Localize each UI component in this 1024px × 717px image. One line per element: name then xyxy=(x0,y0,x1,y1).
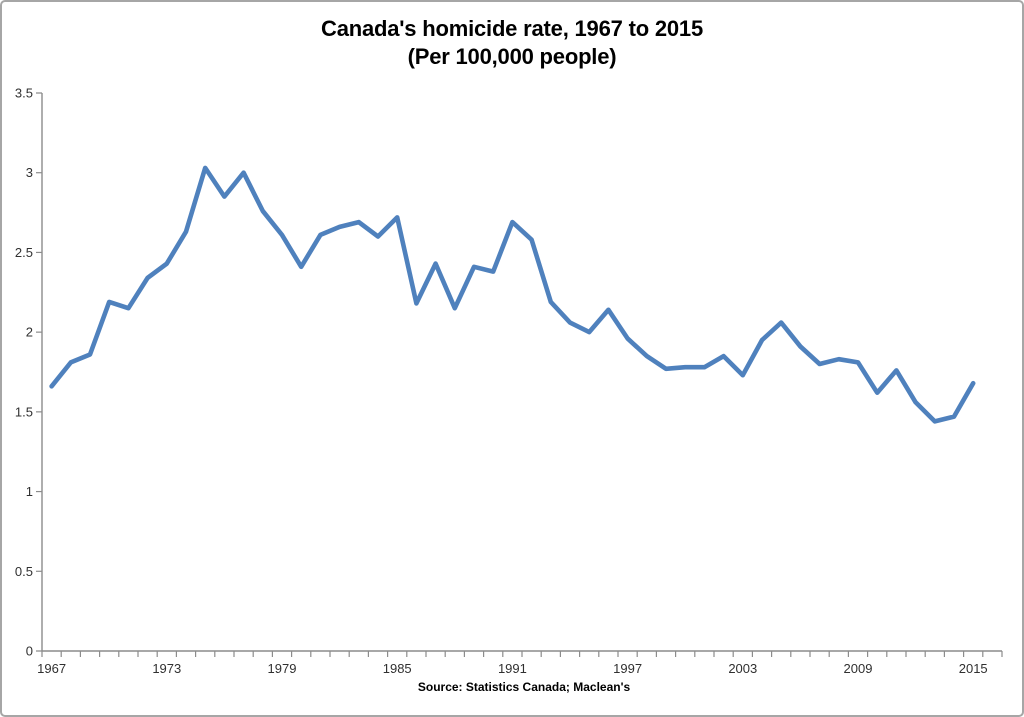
y-tick-label: 3.5 xyxy=(15,86,33,101)
chart-title-line1: Canada's homicide rate, 1967 to 2015 xyxy=(321,16,703,41)
x-tick-label: 1985 xyxy=(383,661,412,676)
x-axis-labels: 1967 1973 1979 1985 1991 1997 2003 2009 2015 xyxy=(37,661,988,676)
x-tick-label: 1991 xyxy=(498,661,527,676)
chart-title: Canada's homicide rate, 1967 to 2015 (Pe… xyxy=(2,15,1022,71)
homicide-rate-series xyxy=(49,165,976,424)
y-tick-label: 1.5 xyxy=(15,404,33,419)
chart-title-line2: (Per 100,000 people) xyxy=(407,44,617,69)
y-tick-label: 0 xyxy=(26,644,33,659)
y-axis-ticks xyxy=(36,92,42,652)
y-tick-label: 2 xyxy=(26,325,33,340)
x-tick-label: 1997 xyxy=(613,661,642,676)
source-caption: Source: Statistics Canada; Maclean's xyxy=(417,680,631,694)
y-tick-label: 0.5 xyxy=(15,564,33,579)
y-tick-label: 1 xyxy=(26,484,33,499)
x-tick-label: 2009 xyxy=(844,661,873,676)
y-tick-label: 3 xyxy=(26,165,33,180)
y-axis-labels: 0 0.5 1 1.5 2 2.5 3 3.5 xyxy=(15,86,33,659)
homicide-rate-line xyxy=(49,165,976,424)
axes xyxy=(41,93,1002,652)
x-tick-label: 1973 xyxy=(152,661,181,676)
y-tick-label: 2.5 xyxy=(15,245,33,260)
x-tick-label: 2003 xyxy=(728,661,757,676)
x-tick-label: 1967 xyxy=(37,661,66,676)
x-tick-label: 2015 xyxy=(959,661,988,676)
x-axis-ticks xyxy=(41,651,1003,657)
x-tick-label: 1979 xyxy=(268,661,297,676)
